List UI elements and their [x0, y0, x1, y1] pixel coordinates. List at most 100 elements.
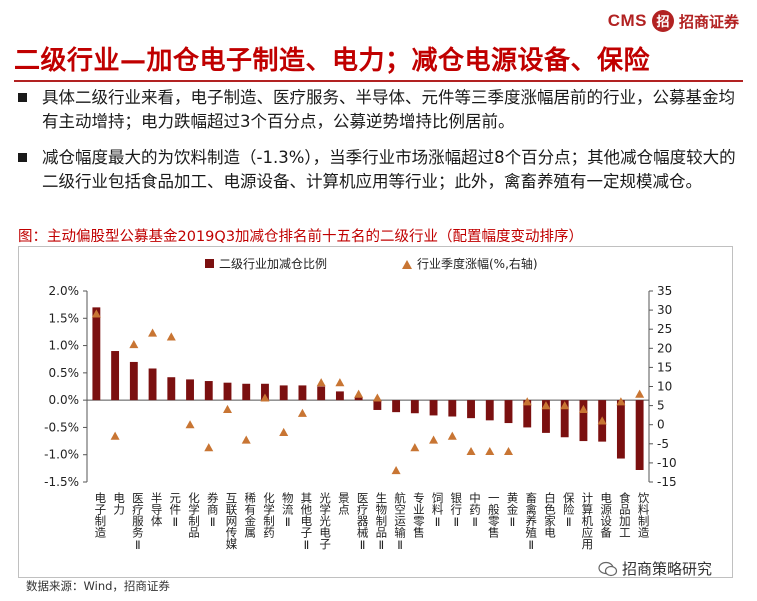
category-label-5: 元件Ⅱ	[168, 492, 182, 529]
bar-30	[635, 400, 644, 470]
bar-29	[616, 400, 625, 459]
triangle-point-29	[616, 397, 626, 406]
bar-20	[448, 400, 457, 417]
triangle-point-16	[372, 393, 382, 402]
left-tick-label: 2.0%	[49, 284, 80, 298]
bar-2	[111, 351, 120, 401]
triangle-point-22	[485, 446, 495, 456]
bar-26	[560, 400, 569, 438]
category-label-30: 饮料制造	[637, 492, 651, 538]
right-tick-label: 25	[657, 322, 672, 336]
bar-13	[317, 386, 326, 401]
bullet-text-2: 减仓幅度最大的为饮料制造（-1.3%），当季行业市场涨幅超过8个百分点；其他减仓…	[42, 148, 736, 191]
bar-23	[504, 400, 513, 424]
bar-4	[148, 368, 157, 401]
triangle-point-2	[110, 431, 120, 440]
bullet-point-1: 具体二级行业来看，电子制造、医疗服务、半导体、元件等三季度涨幅居前的行业，公募基…	[18, 86, 736, 134]
category-label-25: 白色家电	[543, 491, 557, 538]
right-tick-label: 15	[657, 360, 672, 374]
bullet-text-1: 具体二级行业来看，电子制造、医疗服务、半导体、元件等三季度涨幅居前的行业，公募基…	[42, 88, 735, 131]
category-label-22: 一般零售	[487, 492, 501, 539]
bullet-point-2: 减仓幅度最大的为饮料制造（-1.3%），当季行业市场涨幅超过8个百分点；其他减仓…	[18, 146, 736, 194]
category-label-21: 中药Ⅱ	[468, 492, 482, 529]
category-label-15: 医疗器械Ⅱ	[356, 492, 370, 552]
category-label-6: 化学制品	[187, 491, 201, 538]
logo-cms-text: CMS	[607, 11, 647, 30]
bar-24	[523, 400, 532, 428]
triangle-point-12	[297, 408, 307, 417]
triangle-point-19	[429, 435, 439, 444]
legend-triangle-label: 行业季度涨幅(%,右轴)	[417, 256, 538, 271]
category-label-3: 医疗服务Ⅱ	[131, 492, 145, 552]
category-label-29: 食品加工	[618, 491, 632, 538]
category-label-9: 稀有金属	[243, 492, 257, 539]
bar-18	[410, 400, 419, 414]
category-label-8: 互联网传媒	[225, 492, 239, 550]
bullet-square-icon	[18, 93, 27, 102]
right-tick-label: 5	[657, 399, 665, 413]
legend-bar-label: 二级行业加减仓比例	[219, 257, 327, 271]
category-label-4: 半导体	[150, 491, 164, 526]
bar-12	[298, 385, 307, 401]
triangle-point-24	[522, 397, 532, 406]
left-tick-label: 1.0%	[49, 339, 80, 353]
right-tick-label: 30	[657, 303, 672, 317]
triangle-point-6	[185, 420, 195, 429]
right-tick-label: -5	[657, 437, 669, 451]
triangle-point-26	[560, 401, 570, 410]
bar-9	[242, 383, 251, 401]
category-label-17: 航空运输Ⅱ	[393, 491, 407, 552]
bar-27	[579, 400, 588, 442]
bar-25	[542, 400, 550, 433]
bar-7	[204, 381, 213, 401]
svg-text:招: 招	[656, 14, 669, 30]
category-label-2: 电力	[112, 492, 126, 516]
bar-14	[335, 391, 344, 401]
bar-6	[186, 379, 194, 401]
logo-company-name: 招商证券	[678, 12, 739, 31]
triangle-point-17	[391, 466, 401, 475]
triangle-point-27	[578, 404, 588, 414]
bullet-square-icon	[18, 153, 27, 162]
triangle-point-25	[541, 401, 551, 410]
triangle-point-3	[129, 339, 139, 349]
category-label-16: 生物制品Ⅱ	[374, 491, 388, 552]
triangle-point-10	[260, 393, 270, 402]
left-tick-label: 0.5%	[49, 366, 80, 380]
triangle-point-4	[148, 328, 158, 337]
bar-1	[92, 307, 101, 401]
category-label-13: 光学光电子	[318, 491, 332, 549]
bar-10	[261, 383, 269, 401]
triangle-point-13	[316, 378, 326, 387]
bar-22	[485, 400, 494, 421]
category-label-23: 黄金Ⅱ	[506, 491, 520, 529]
wechat-icon	[598, 561, 618, 576]
right-tick-label: -10	[657, 456, 677, 470]
logo-mark-icon: 招	[651, 10, 674, 32]
right-tick-label: 10	[657, 380, 672, 394]
bar-19	[429, 400, 438, 416]
triangle-point-28	[597, 416, 607, 425]
left-tick-label: -1.0%	[44, 448, 79, 462]
bar-3	[129, 361, 138, 401]
triangle-point-18	[410, 443, 420, 452]
category-label-19: 饲料Ⅱ	[431, 492, 445, 529]
left-tick-label: 1.5%	[49, 311, 80, 325]
triangle-point-7	[204, 443, 214, 452]
page-title: 二级行业—加仓电子制造、电力；减仓电源设备、保险	[14, 46, 651, 76]
right-tick-label: -15	[657, 475, 677, 489]
bar-16	[373, 400, 382, 410]
triangle-point-21	[466, 446, 476, 456]
wechat-watermark: 招商策略研究	[598, 558, 712, 579]
category-label-28: 电源设备	[599, 492, 613, 539]
right-tick-label: 35	[657, 284, 672, 298]
bar-15	[354, 397, 363, 401]
triangle-point-8	[223, 404, 232, 414]
bar-5	[167, 377, 176, 401]
category-label-14: 景点	[337, 492, 351, 516]
category-label-27: 计算机应用	[580, 492, 594, 550]
combo-chart: 2.0% 1.5% 1.0% 0.5% 0.0% -0.5% -1.0% -1.5% 35 30 2…	[44, 256, 677, 552]
data-source: 数据来源：Wind，招商证券	[26, 579, 170, 593]
right-tick-label: 0	[657, 418, 665, 432]
category-label-12: 其他电子Ⅱ	[299, 492, 313, 552]
